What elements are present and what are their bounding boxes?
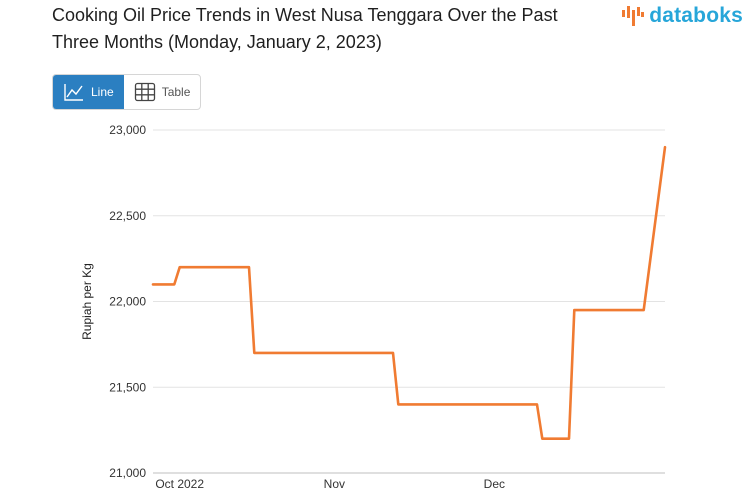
table-view-label: Table: [161, 85, 191, 99]
databoks-logo-icon: [622, 6, 645, 26]
y-tick-label: 23,000: [109, 123, 146, 137]
chart-title: Cooking Oil Price Trends in West Nusa Te…: [52, 5, 558, 52]
view-toggle: Line Table: [52, 74, 202, 110]
x-tick-label: Dec: [484, 477, 505, 491]
y-axis-ticks: 21,000 21,500 22,000 22,500 23,000: [109, 123, 146, 480]
price-line: [151, 145, 667, 441]
y-tick-label: 22,000: [109, 295, 146, 309]
grid-lines: [153, 129, 665, 474]
line-view-button[interactable]: Line: [53, 75, 124, 109]
table-view-button[interactable]: Table: [124, 75, 201, 109]
line-view-label: Line: [91, 85, 114, 99]
databoks-logo: databoks: [621, 2, 743, 30]
x-tick-label: Nov: [324, 477, 345, 491]
table-grid-icon: [134, 82, 155, 102]
y-tick-label: 22,500: [109, 209, 146, 223]
line-chart-icon: [64, 84, 83, 101]
x-tick-label: Oct 2022: [155, 477, 204, 491]
databoks-logo-text: databoks: [649, 4, 743, 27]
x-axis-ticks: Oct 2022 Nov Dec: [155, 477, 505, 491]
y-axis-title: Rupiah per Kg: [80, 263, 94, 340]
series-layer: [151, 145, 667, 441]
y-tick-label: 21,000: [109, 466, 146, 480]
y-tick-label: 21,500: [109, 380, 146, 394]
